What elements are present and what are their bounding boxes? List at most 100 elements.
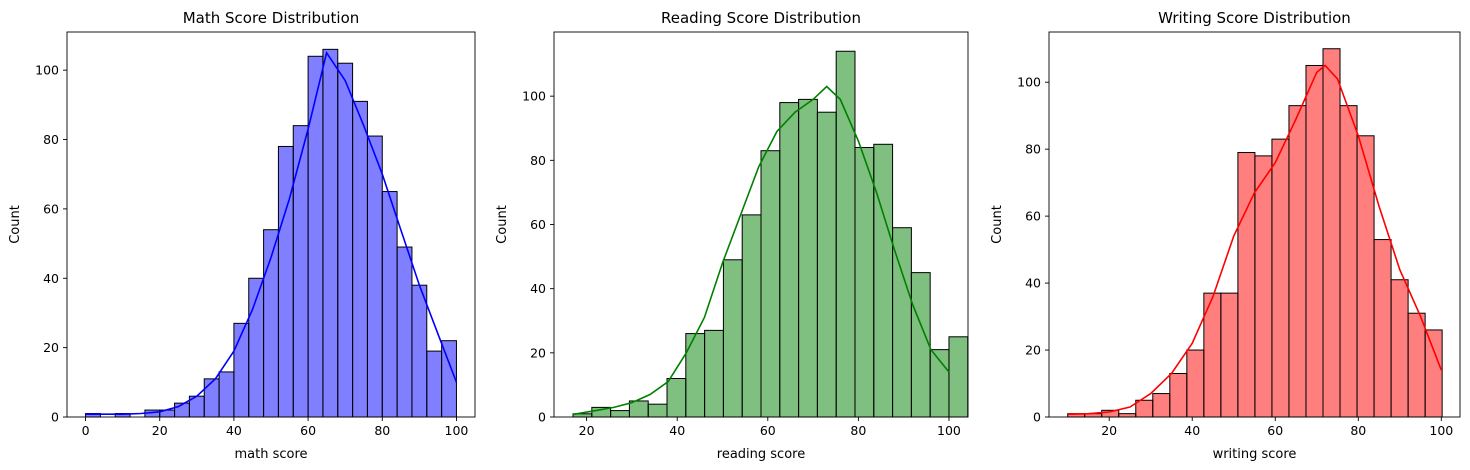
histogram-bar [892, 227, 912, 418]
histogram-bar [1186, 349, 1205, 418]
x-axis-label: writing score [1213, 447, 1297, 462]
histogram-bar [910, 272, 931, 418]
histogram-bar [948, 336, 969, 418]
x-tick-label: 20 [579, 423, 595, 438]
x-tick-label: 20 [152, 423, 168, 438]
x-tick-label: 60 [300, 423, 316, 438]
histogram-bar [1339, 105, 1358, 418]
y-tick-label: 20 [1025, 343, 1041, 358]
x-tick-label: 20 [1101, 423, 1117, 438]
x-tick-label: 40 [669, 423, 685, 438]
x-tick-label: 40 [226, 423, 242, 438]
y-tick-label: 60 [1025, 209, 1041, 224]
kde-line [85, 50, 458, 415]
y-tick-label: 100 [522, 89, 546, 104]
histogram-bar [816, 111, 837, 418]
histogram-bar [411, 284, 428, 418]
histogram-bar [722, 259, 743, 418]
histogram-bar [741, 214, 762, 418]
histogram-bar [610, 410, 630, 418]
y-axis-label: Count [8, 205, 23, 244]
x-tick-label: 80 [850, 423, 866, 438]
histogram-bar [1288, 105, 1307, 418]
y-tick-label: 0 [1033, 410, 1041, 425]
x-tick-label: 0 [82, 423, 90, 438]
histogram-bar [1220, 292, 1239, 418]
histogram-bar [647, 403, 668, 418]
histogram-bar [441, 340, 457, 418]
histogram-bar [1254, 155, 1273, 418]
y-tick-label: 100 [35, 63, 59, 78]
y-tick-label: 40 [1025, 276, 1041, 291]
chart-panel-1: 0 20 40 60 80 100 0 20 40 60 80 100 Math Score Distr… [8, 9, 476, 462]
y-tick-label: 20 [530, 345, 546, 360]
histogram-bar [1237, 152, 1256, 418]
histogram-bar [366, 135, 383, 418]
histogram-bar [396, 246, 413, 418]
x-axis-label: reading score [717, 447, 805, 462]
x-tick-label: 60 [1267, 423, 1283, 438]
y-tick-label: 60 [43, 201, 59, 216]
y-tick-label: 80 [530, 153, 546, 168]
chart-panel-3: 20 40 60 80 100 0 20 40 60 80 100 Writing Score Dis… [990, 9, 1461, 462]
axes-frame [1048, 31, 1461, 418]
histogram-bar [666, 378, 687, 418]
x-axis-label: math score [234, 447, 307, 462]
histogram-bar [1118, 413, 1137, 418]
chart-title: Math Score Distribution [183, 9, 360, 27]
histogram-bar [1424, 329, 1443, 418]
y-tick-label: 20 [43, 340, 59, 355]
histogram-bar [1407, 312, 1426, 418]
histogram-bar [1152, 393, 1171, 418]
histogram-bar [292, 125, 309, 418]
histogram-bar [1305, 64, 1324, 418]
histogram-bar [835, 50, 856, 418]
histogram-bar [218, 371, 235, 418]
y-tick-label: 100 [1017, 75, 1041, 90]
histogram-bar [1169, 372, 1188, 418]
histogram-bar [704, 329, 724, 418]
kde-line [1067, 64, 1443, 416]
chart-title: Writing Score Distribution [1158, 9, 1351, 27]
y-tick-label: 60 [530, 217, 546, 232]
histogram-bar [277, 145, 294, 418]
x-tick-label: 80 [374, 423, 390, 438]
histogram-bar [203, 378, 220, 418]
histogram-bar [352, 100, 368, 418]
histogram-bars [572, 50, 969, 418]
histogram-bars [85, 48, 457, 418]
y-tick-label: 40 [43, 271, 59, 286]
y-tick-label: 0 [538, 410, 546, 425]
histogram-bar [322, 48, 339, 418]
histogram-bar [685, 333, 706, 418]
histogram-bar [628, 400, 649, 418]
histogram-bar [873, 143, 894, 418]
y-tick-label: 0 [51, 410, 59, 425]
histogram-bar [779, 102, 800, 418]
histogram-bar [854, 147, 875, 418]
x-tick-label: 40 [1184, 423, 1200, 438]
kde-line [572, 85, 950, 416]
y-tick-label: 80 [1025, 142, 1041, 157]
histogram-bars [1067, 48, 1443, 418]
histogram-bar [1322, 48, 1341, 418]
histogram-bar [798, 98, 818, 418]
y-axis-label: Count [495, 205, 510, 244]
histogram-bar [307, 55, 324, 418]
x-tick-label: 100 [1429, 423, 1453, 438]
x-tick-label: 100 [445, 423, 469, 438]
histogram-bar [426, 350, 443, 418]
x-tick-label: 100 [937, 423, 961, 438]
axes-frame [66, 31, 476, 418]
chart-panel-2: 20 40 60 80 100 0 20 40 60 80 100 Reading Score Dis… [495, 9, 969, 462]
x-tick-label: 60 [760, 423, 776, 438]
histogram-bar [337, 62, 354, 418]
histogram-bar [1373, 239, 1392, 418]
x-tick-label: 80 [1350, 423, 1366, 438]
y-axis-label: Count [990, 205, 1005, 244]
histogram-bar [1390, 279, 1409, 418]
histogram-bar [760, 150, 781, 418]
y-tick-label: 80 [43, 132, 59, 147]
chart-title: Reading Score Distribution [661, 9, 861, 27]
